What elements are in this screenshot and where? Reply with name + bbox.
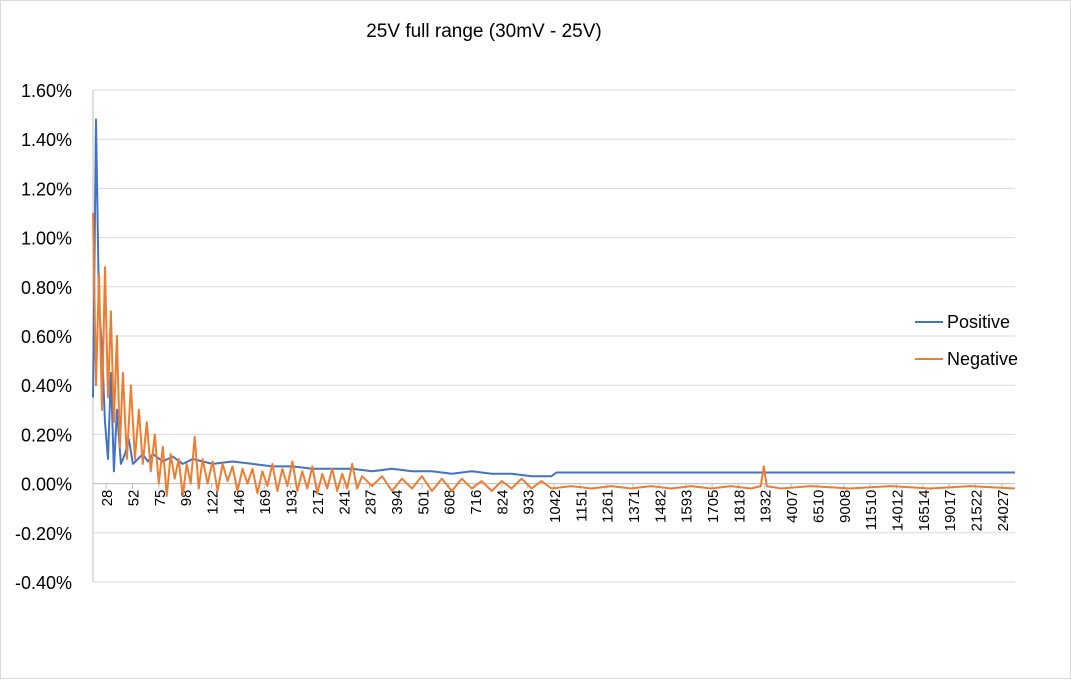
x-axis: 28 52 75 98 122 146 169 193 217 241 287 394 501 608 71… <box>93 483 1015 532</box>
x-tick-label: 1705 <box>705 490 722 523</box>
y-tick-label: 1.40% <box>21 130 72 150</box>
x-tick-label: 169 <box>257 490 274 515</box>
x-tick-label: 21522 <box>968 490 985 532</box>
negative-series-line <box>92 212 1016 497</box>
x-tick-label: 933 <box>521 490 538 515</box>
chart-title: 25V full range (30mV - 25V) <box>366 21 602 42</box>
x-tick-label: 217 <box>310 490 327 515</box>
x-tick-label: 52 <box>126 490 143 507</box>
x-tick-label: 11510 <box>863 490 880 531</box>
x-tick-label: 75 <box>152 490 169 507</box>
x-tick-label: 241 <box>336 490 353 515</box>
x-tick-label: 6510 <box>810 490 827 523</box>
y-tick-label: 0.00% <box>21 475 72 495</box>
y-axis: -0.40% -0.20% 0.00% 0.20% 0.40% 0.60% 0.80% 1.0… <box>15 81 94 593</box>
x-tick-label: 193 <box>284 490 301 515</box>
x-tick-label: 1818 <box>731 490 748 523</box>
x-tick-label: 24027 <box>995 490 1012 532</box>
x-tick-label: 19017 <box>942 490 959 532</box>
x-tick-label: 146 <box>231 490 248 515</box>
series-group <box>92 118 1016 497</box>
y-tick-label: -0.40% <box>15 573 72 593</box>
x-tick-label: 1151 <box>573 490 590 522</box>
positive-series-line <box>92 118 1015 478</box>
x-tick-label: 1932 <box>758 490 775 523</box>
x-tick-label: 28 <box>99 490 116 507</box>
y-tick-label: 0.60% <box>21 327 72 347</box>
x-tick-label: 1593 <box>679 490 696 523</box>
x-tick-label: 608 <box>442 490 459 515</box>
x-tick-label: 98 <box>178 490 195 507</box>
y-tick-label: 0.20% <box>21 425 72 445</box>
x-tick-label: 9008 <box>837 490 854 523</box>
x-tick-label: 1042 <box>547 490 564 523</box>
x-tick-label: 4007 <box>784 490 801 523</box>
y-tick-label: 1.60% <box>21 81 72 101</box>
x-tick-label: 716 <box>468 490 485 515</box>
x-tick-label: 1482 <box>652 490 669 523</box>
x-tick-label: 824 <box>494 490 511 515</box>
y-tick-label: -0.20% <box>15 524 72 544</box>
y-tick-label: 1.20% <box>21 179 72 199</box>
x-tick-label: 14012 <box>889 490 906 532</box>
x-tick-label: 122 <box>205 490 222 515</box>
y-tick-label: 1.00% <box>21 229 72 249</box>
x-tick-label: 394 <box>389 490 406 515</box>
x-tick-label: 501 <box>415 490 432 515</box>
legend-item-positive: Positive <box>947 312 1010 332</box>
y-tick-label: 0.40% <box>21 376 72 396</box>
x-tick-label: 287 <box>363 490 380 515</box>
x-tick-label: 16514 <box>916 490 933 532</box>
y-tick-label: 0.80% <box>21 278 72 298</box>
legend-item-negative: Negative <box>947 349 1018 369</box>
legend: Positive Negative <box>915 312 1018 369</box>
x-tick-label: 1261 <box>600 490 617 523</box>
x-tick-label: 1371 <box>626 490 643 523</box>
